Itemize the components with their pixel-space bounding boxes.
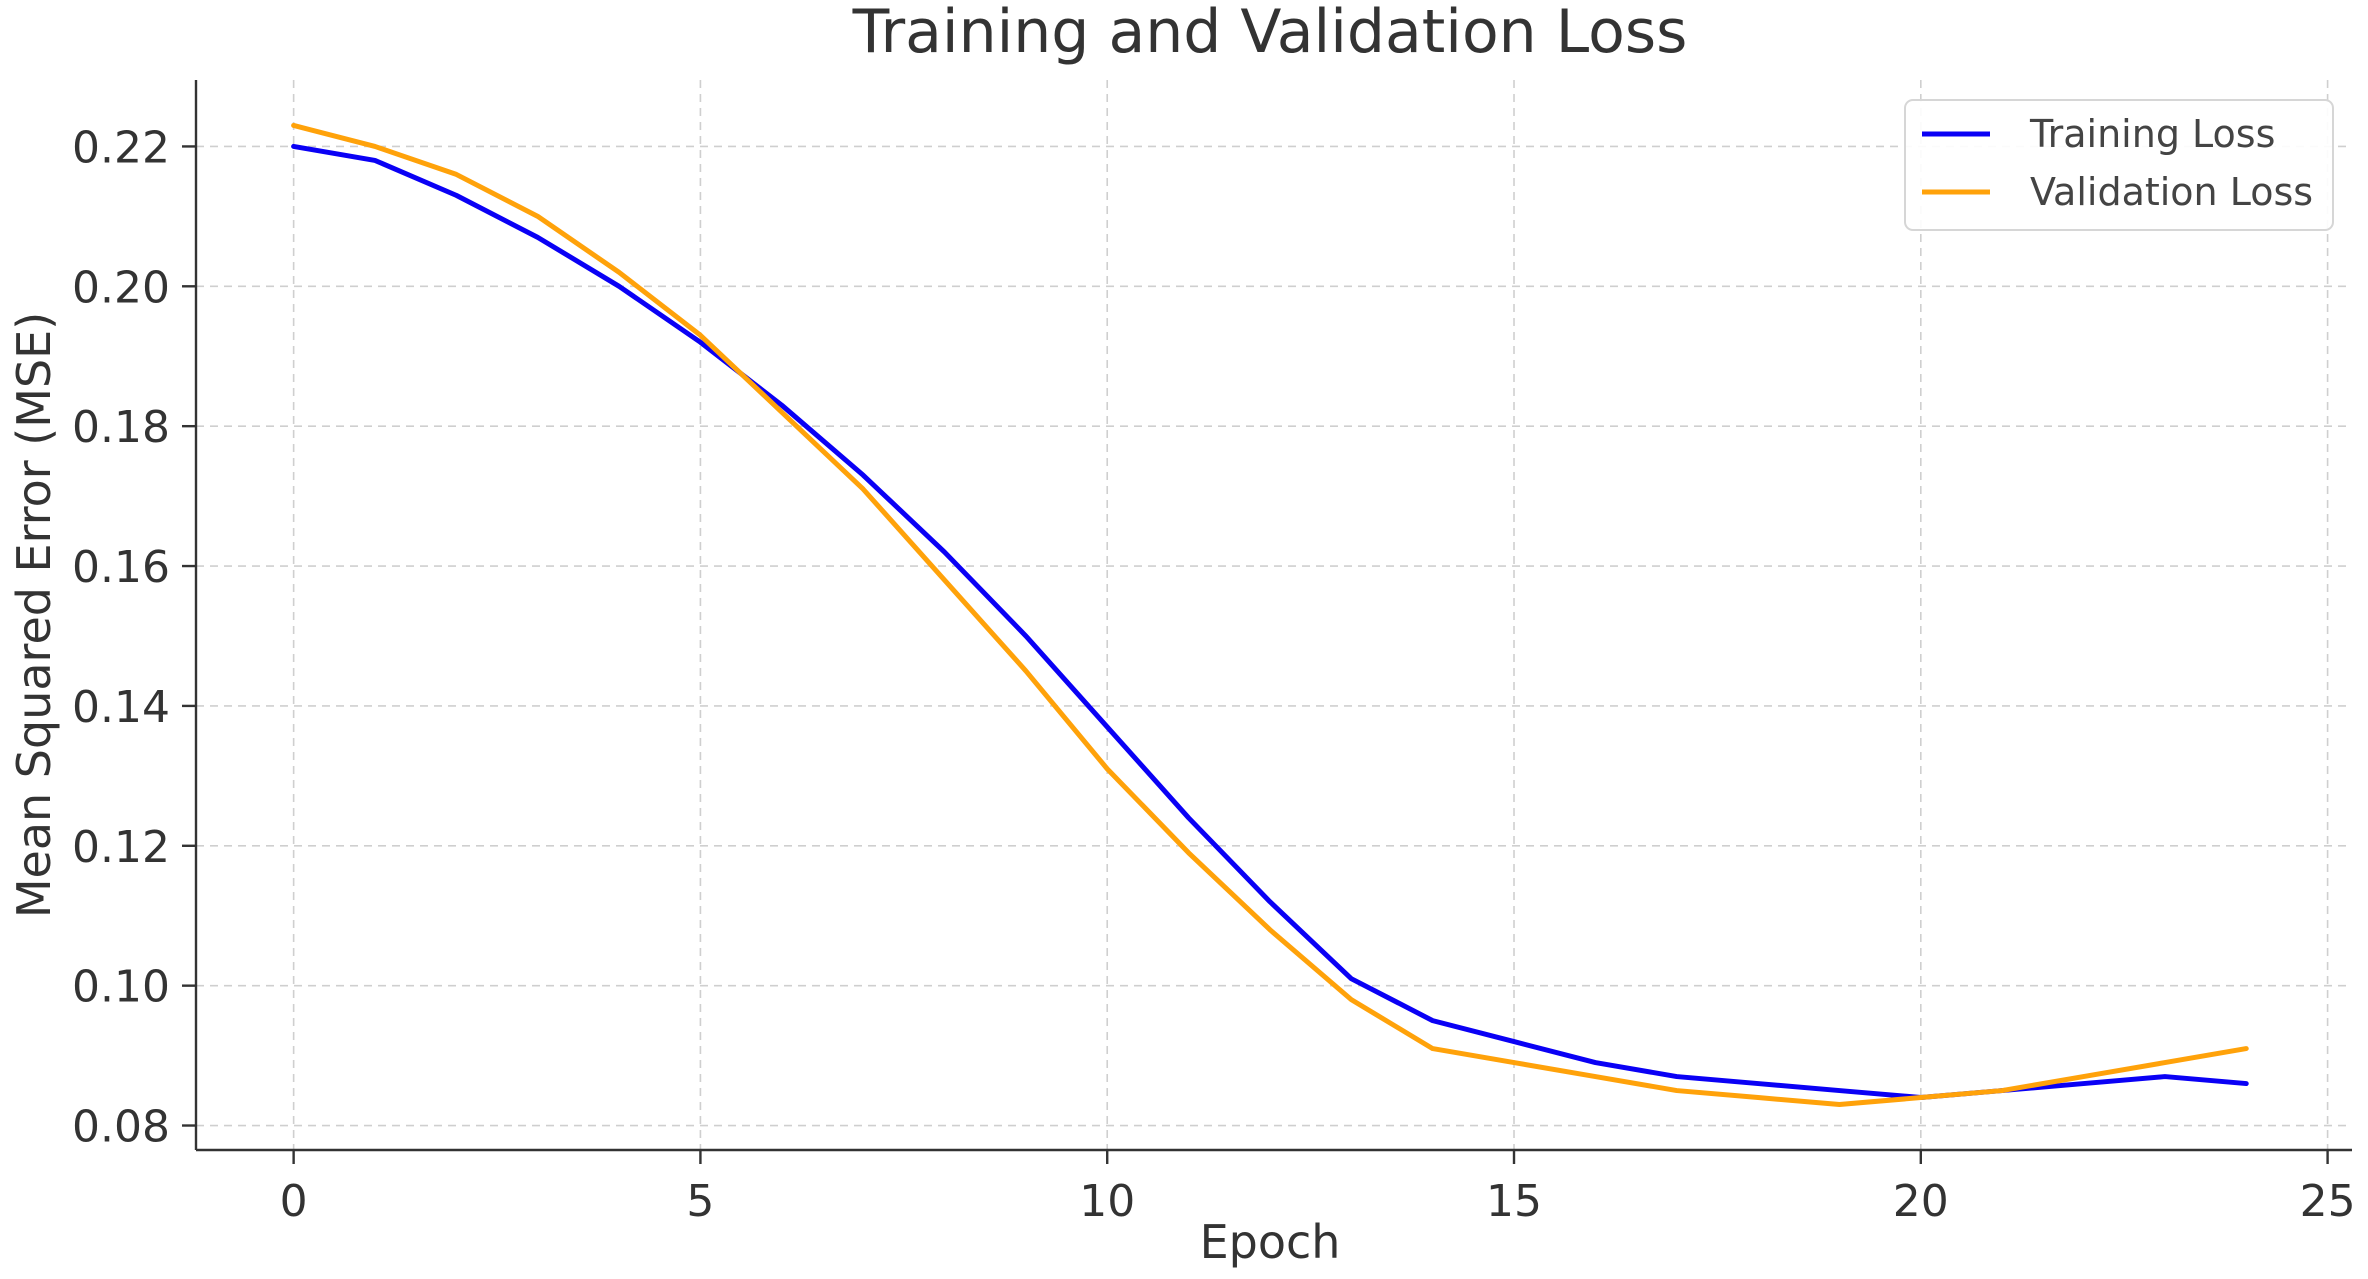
y-tick-label: 0.10 bbox=[72, 962, 170, 1013]
series-lines bbox=[291, 122, 2249, 1108]
training-loss-point bbox=[1756, 1081, 1761, 1086]
legend-box bbox=[1904, 99, 2334, 231]
training-loss-point bbox=[1023, 633, 1028, 638]
validation-loss-point bbox=[535, 214, 540, 219]
validation-loss-point bbox=[1186, 850, 1191, 855]
training-loss-point bbox=[1349, 976, 1354, 981]
validation-loss-point bbox=[1023, 668, 1028, 673]
x-axis-label: Epoch bbox=[1200, 1215, 1341, 1269]
validation-loss-point bbox=[2244, 1046, 2249, 1051]
training-loss-point bbox=[861, 473, 866, 478]
validation-loss-point bbox=[1756, 1095, 1761, 1100]
validation-loss-point bbox=[1105, 766, 1110, 771]
validation-loss-point bbox=[2000, 1088, 2005, 1093]
x-tick-label: 0 bbox=[280, 1176, 308, 1227]
legend-validation-loss-label: Validation Loss bbox=[2030, 170, 2313, 214]
validation-loss-point bbox=[1593, 1074, 1598, 1079]
y-tick-label: 0.12 bbox=[72, 822, 170, 873]
y-tick-label: 0.18 bbox=[72, 402, 170, 453]
training-loss-point bbox=[698, 340, 703, 345]
validation-loss-point bbox=[1267, 927, 1272, 932]
y-tick-label: 0.16 bbox=[72, 542, 170, 593]
training-loss-point bbox=[779, 403, 784, 408]
training-loss-point bbox=[1267, 899, 1272, 904]
x-tick-label: 20 bbox=[1893, 1176, 1949, 1227]
x-axis-ticks: 0 5 10 15 20 25 bbox=[280, 1150, 2356, 1227]
x-tick-label: 10 bbox=[1079, 1176, 1135, 1227]
training-loss-point bbox=[1837, 1088, 1842, 1093]
validation-loss-line bbox=[291, 122, 2249, 1108]
validation-loss-point bbox=[291, 123, 296, 128]
y-axis-ticks: 0.08 0.10 0.12 0.14 0.16 0.18 0.20 0.22 bbox=[72, 122, 196, 1153]
training-loss-point bbox=[535, 235, 540, 240]
training-loss-point bbox=[2162, 1074, 2167, 1079]
training-loss-point bbox=[2244, 1081, 2249, 1086]
x-tick-label: 5 bbox=[686, 1176, 714, 1227]
validation-loss-point bbox=[372, 144, 377, 149]
validation-loss-point bbox=[2162, 1060, 2167, 1065]
x-tick-label: 15 bbox=[1486, 1176, 1542, 1227]
y-axis-label: Mean Squared Error (MSE) bbox=[7, 312, 61, 918]
validation-loss-point bbox=[1512, 1060, 1517, 1065]
validation-loss-point bbox=[861, 487, 866, 492]
validation-loss-point bbox=[454, 172, 459, 177]
training-loss-point bbox=[291, 144, 296, 149]
validation-loss-point bbox=[779, 410, 784, 415]
legend-training-loss-label: Training Loss bbox=[2029, 112, 2275, 156]
validation-loss-point bbox=[1837, 1102, 1842, 1107]
training-loss-point bbox=[1105, 724, 1110, 729]
validation-loss-point bbox=[942, 578, 947, 583]
x-tick-label: 25 bbox=[2300, 1176, 2356, 1227]
training-loss-point bbox=[617, 284, 622, 289]
training-loss-point bbox=[372, 158, 377, 163]
y-tick-label: 0.20 bbox=[72, 262, 170, 313]
training-loss-point bbox=[1512, 1039, 1517, 1044]
training-loss-point bbox=[1430, 1018, 1435, 1023]
validation-loss-point bbox=[1918, 1095, 1923, 1100]
validation-loss-point bbox=[2081, 1074, 2086, 1079]
validation-loss-point bbox=[1674, 1088, 1679, 1093]
training-loss-point bbox=[1593, 1060, 1598, 1065]
validation-loss-point bbox=[1430, 1046, 1435, 1051]
validation-loss-point bbox=[617, 270, 622, 275]
axes bbox=[194, 80, 2352, 1152]
training-loss-point bbox=[1186, 815, 1191, 820]
chart-title: Training and Validation Loss bbox=[852, 0, 1688, 67]
training-loss-point bbox=[2081, 1081, 2086, 1086]
y-tick-label: 0.22 bbox=[72, 122, 170, 173]
validation-loss-point bbox=[698, 333, 703, 338]
training-loss-point bbox=[1674, 1074, 1679, 1079]
training-loss-point bbox=[454, 193, 459, 198]
y-tick-label: 0.08 bbox=[72, 1102, 170, 1153]
legend: Training Loss Validation Loss bbox=[1904, 99, 2334, 231]
training-loss-point bbox=[942, 550, 947, 555]
y-tick-label: 0.14 bbox=[72, 682, 170, 733]
validation-loss-point bbox=[1349, 997, 1354, 1002]
